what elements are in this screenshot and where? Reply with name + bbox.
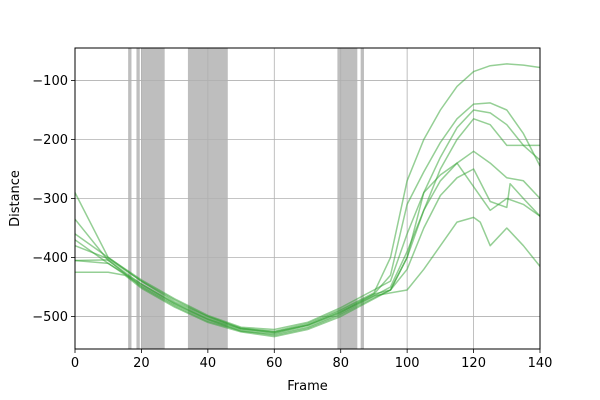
series-line-6: [75, 162, 541, 338]
x-axis-label: Frame: [287, 379, 328, 394]
y-tick-label-0: −500: [32, 310, 68, 325]
y-axis-label: Distance: [8, 170, 23, 227]
axis-ticks: 0 20 40 60 80 100 120 140 −500 −400 −300 −200 −100: [32, 74, 552, 371]
y-tick-label-4: −100: [32, 74, 68, 89]
series-lines: [74, 63, 541, 338]
x-tick-label-7: 140: [528, 356, 553, 371]
series-line-0: [74, 63, 541, 333]
y-tick-label-1: −400: [32, 251, 68, 266]
y-tick-label-2: −300: [32, 192, 68, 207]
x-tick-label-0: 0: [71, 356, 79, 371]
x-tick-label-5: 100: [395, 356, 420, 371]
y-tick-label-3: −200: [32, 133, 68, 148]
series-line-7: [74, 216, 541, 334]
x-tick-label-6: 120: [461, 356, 486, 371]
series-line-4: [74, 150, 541, 333]
x-tick-label-3: 60: [266, 356, 283, 371]
x-tick-label-4: 80: [332, 356, 349, 371]
x-tick-label-2: 40: [200, 356, 217, 371]
series-line-2: [74, 109, 541, 331]
x-tick-label-1: 20: [133, 356, 150, 371]
